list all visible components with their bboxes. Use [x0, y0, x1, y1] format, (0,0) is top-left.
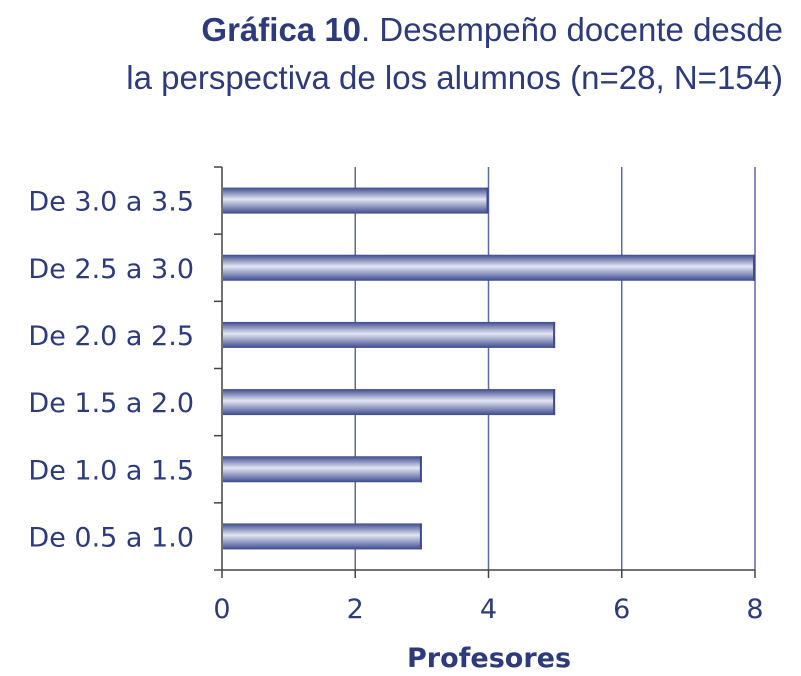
bar-end-4: [553, 389, 556, 416]
title-line2: la perspectiva de los alumnos (n=28, N=1…: [126, 59, 783, 96]
x-axis-label: Profesores: [407, 643, 571, 674]
chart-title: Gráfica 10. Desempeño docente desde la p…: [126, 6, 783, 102]
title-bold: Gráfica 10: [201, 11, 362, 48]
category-labels: De 3.0 a 3.5 De 2.5 a 3.0 De 2.0 a 2.5 De 1…: [28, 187, 194, 554]
bar-3: [223, 321, 556, 348]
gridlines: [354, 167, 756, 570]
category-label: De 3.0 a 3.5: [28, 187, 194, 218]
bar-6: [223, 523, 422, 550]
category-label: De 0.5 a 1.0: [28, 522, 194, 553]
x-tick-label: 6: [613, 594, 630, 625]
bar-2: [223, 254, 755, 281]
x-tick-label: 0: [213, 594, 230, 625]
x-tick-label: 2: [347, 594, 364, 625]
bar-end-2: [753, 254, 755, 281]
bar-5: [223, 456, 422, 483]
bar-end-5: [419, 456, 422, 483]
category-label: De 2.0 a 2.5: [28, 321, 194, 352]
bar-4: [223, 389, 556, 416]
title-rest: . Desempeño docente desde: [361, 11, 783, 48]
x-tick-label: 8: [746, 594, 763, 625]
bar-end-3: [553, 321, 556, 348]
category-label: De 2.5 a 3.0: [28, 254, 194, 285]
category-label: De 1.0 a 1.5: [28, 455, 194, 486]
bar-end-6: [419, 523, 422, 550]
bars: [223, 187, 755, 550]
bar-end-1: [486, 187, 489, 214]
x-tick-labels: 0 2 4 6 8: [213, 594, 763, 625]
category-label: De 1.5 a 2.0: [28, 388, 194, 419]
x-tick-label: 4: [480, 594, 497, 625]
bar-1: [223, 187, 489, 214]
axes: [214, 166, 756, 578]
